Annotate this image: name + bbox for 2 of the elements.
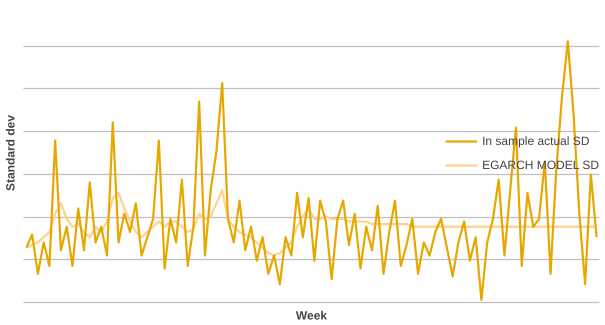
y-axis-title: Standard dev: [4, 114, 18, 192]
x-axis-title: Week: [296, 308, 328, 322]
